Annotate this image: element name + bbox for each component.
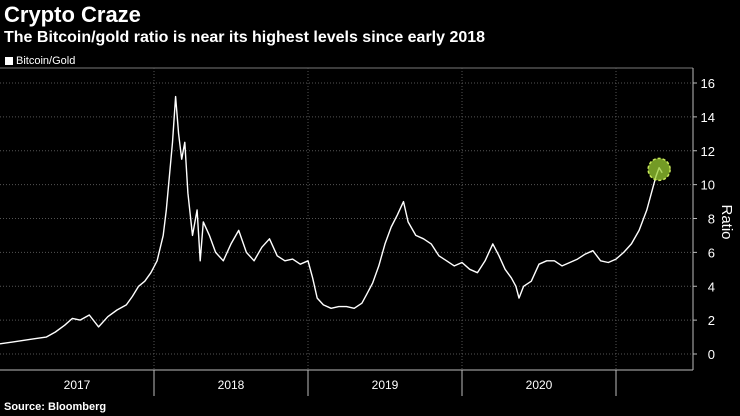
legend-swatch: [5, 57, 13, 65]
highlight-circle: [647, 157, 671, 182]
chart-legend: Bitcoin/Gold: [5, 55, 75, 67]
y-tick-label: 10: [701, 178, 715, 193]
x-tick-label: 2017: [64, 378, 91, 392]
y-tick-label: 2: [708, 313, 715, 328]
y-tick-label: 4: [708, 279, 715, 294]
y-tick-label: 16: [701, 76, 715, 91]
y-axis-title: Ratio: [718, 204, 735, 239]
y-tick-label: 14: [701, 110, 715, 125]
source-note: Source: Bloomberg: [4, 401, 107, 413]
y-tick-label: 8: [708, 212, 715, 227]
y-tick-label: 12: [701, 144, 715, 159]
series-line-bitcoin-gold: [0, 95, 663, 345]
x-tick-label: 2019: [372, 378, 399, 392]
x-tick-label: 2018: [218, 378, 245, 392]
chart-title: Crypto Craze: [4, 2, 141, 27]
y-tick-label: 6: [708, 245, 715, 260]
y-tick-label: 0: [708, 347, 715, 362]
x-tick-label: 2020: [526, 378, 553, 392]
chart-subtitle: The Bitcoin/gold ratio is near its highe…: [4, 29, 486, 46]
legend-label: Bitcoin/Gold: [16, 55, 76, 67]
